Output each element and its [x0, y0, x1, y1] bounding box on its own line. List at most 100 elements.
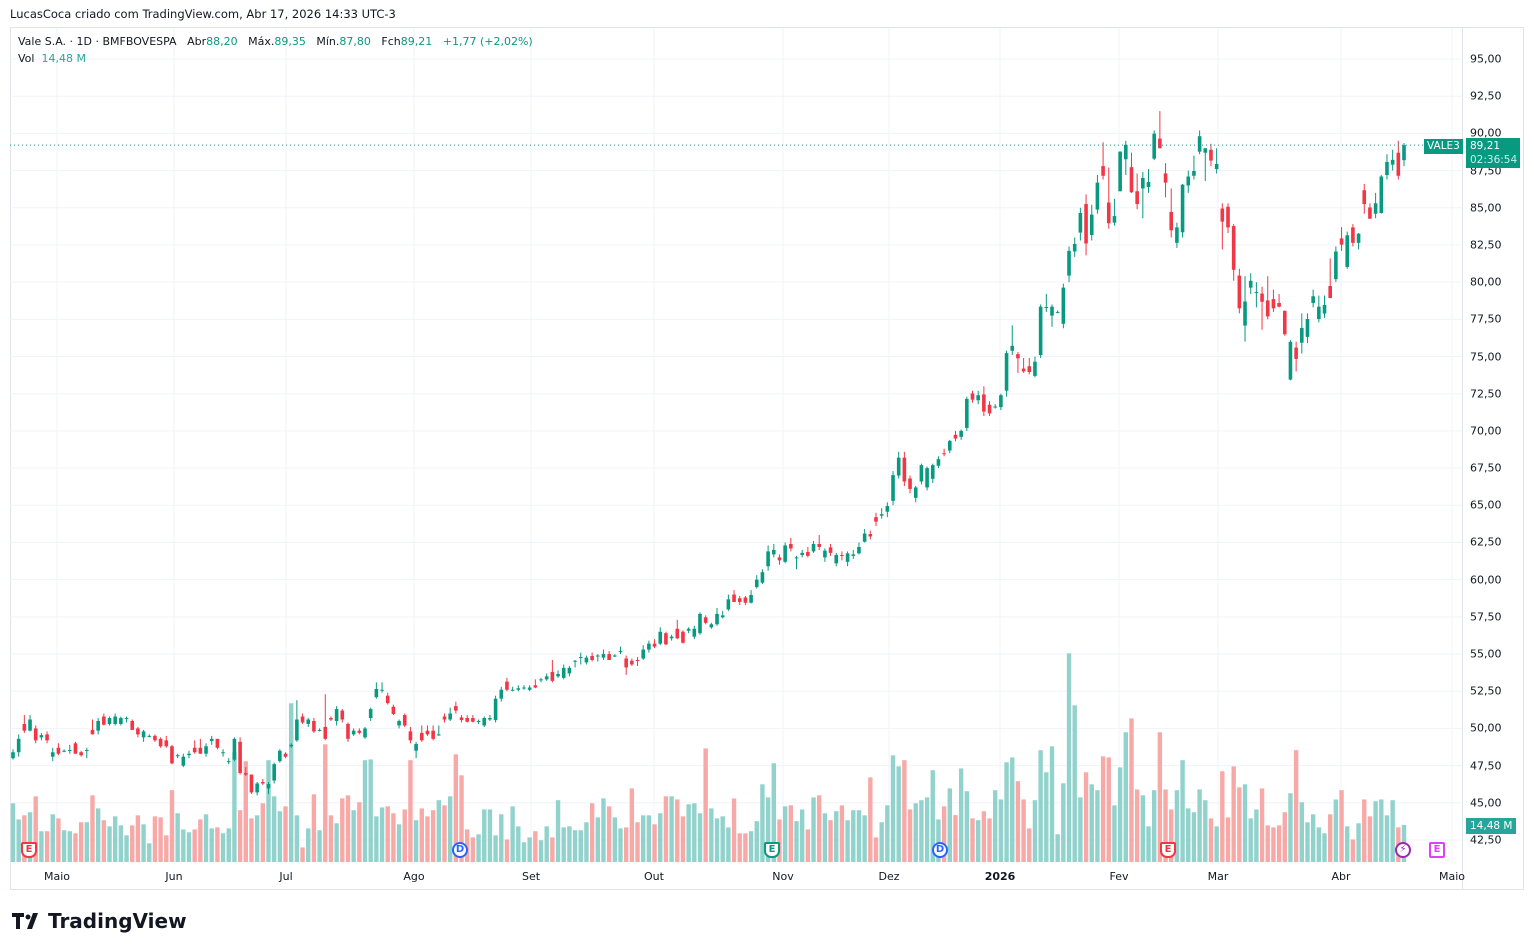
earnings-event-icon[interactable]: E	[1160, 842, 1176, 858]
volume-bar	[436, 800, 442, 862]
volume-bar	[459, 775, 464, 862]
candle-body	[1362, 190, 1367, 205]
candle-body	[419, 732, 424, 741]
candle-body	[102, 716, 106, 725]
volume-bar	[623, 827, 629, 862]
candle	[783, 542, 787, 564]
candle	[652, 639, 657, 649]
candle-body	[556, 673, 560, 677]
volume-bar	[1072, 705, 1077, 862]
candle	[1067, 246, 1071, 283]
candle	[499, 686, 504, 702]
high-label: Máx.	[248, 35, 275, 48]
dividend-event-icon[interactable]: D	[932, 842, 948, 858]
candle	[238, 737, 242, 775]
volume-bar	[953, 815, 958, 862]
candle-body	[760, 572, 765, 583]
volume-bar	[748, 831, 754, 862]
candle	[408, 726, 413, 744]
volume-label[interactable]: Vol	[18, 52, 35, 65]
candle-body	[885, 506, 890, 512]
split-event-icon[interactable]: ⚡	[1395, 842, 1411, 858]
candle	[374, 682, 379, 699]
candle-body	[1118, 151, 1122, 192]
candle-body	[221, 752, 225, 754]
earnings-event-icon[interactable]: E	[764, 842, 780, 858]
candle	[33, 725, 38, 744]
candle	[754, 575, 759, 589]
tradingview-logo[interactable]: TradingView	[12, 909, 187, 933]
candle	[840, 551, 844, 561]
time-tick-label: Jun	[165, 870, 183, 883]
dividend-event-icon[interactable]: D	[452, 842, 468, 858]
candle-body	[726, 599, 731, 610]
price-tick-label: 77,50	[1470, 312, 1502, 326]
candle-body	[96, 720, 100, 731]
volume-bar	[1225, 817, 1231, 862]
candle	[1237, 268, 1242, 314]
volume-bar	[266, 760, 271, 862]
volume-bar	[771, 763, 776, 862]
candle	[692, 625, 697, 640]
volume-bar	[856, 810, 862, 862]
candle	[1300, 313, 1304, 354]
candle	[1084, 194, 1088, 256]
candle	[50, 747, 55, 762]
symbol-title[interactable]: Vale S.A. · 1D · BMFBOVESPA	[18, 35, 177, 48]
candle-body	[1175, 227, 1179, 243]
volume-bar	[1362, 799, 1367, 862]
candle-body	[1243, 301, 1247, 326]
candle	[1231, 224, 1236, 281]
volume-bar	[584, 822, 589, 862]
volume-bar	[658, 813, 663, 862]
candle-body	[533, 685, 538, 688]
candle-body	[243, 773, 248, 775]
chart-frame	[10, 27, 1524, 890]
candle	[891, 471, 895, 506]
volume-bar	[135, 815, 141, 862]
candle	[930, 463, 935, 483]
volume-bar	[885, 805, 890, 862]
candle	[766, 545, 770, 571]
volume-bar	[84, 822, 90, 862]
candle-body	[1385, 161, 1389, 176]
candle-body	[1226, 206, 1230, 228]
candle-body	[1271, 299, 1276, 309]
candle-body	[1390, 159, 1395, 165]
volume-bar	[765, 797, 771, 862]
candle	[681, 630, 685, 644]
volume-bar	[941, 806, 947, 862]
volume-bar	[1316, 827, 1322, 862]
candle	[1033, 356, 1037, 378]
volume-bar	[220, 833, 226, 862]
candle	[789, 538, 793, 552]
volume-bar	[663, 796, 669, 862]
candle-body	[1328, 286, 1332, 299]
logo-text: TradingView	[48, 909, 187, 933]
candle	[22, 715, 27, 733]
volume-bar	[533, 831, 538, 862]
candle	[1038, 304, 1043, 359]
candle	[732, 590, 736, 602]
price-tick-label: 80,00	[1470, 275, 1502, 289]
candle	[1106, 167, 1111, 229]
candle	[709, 622, 714, 629]
candle-body	[703, 617, 708, 623]
candle-body	[374, 689, 379, 698]
volume-bar	[1157, 732, 1163, 862]
volume-bar	[379, 807, 385, 862]
candle-body	[607, 654, 611, 660]
candle	[454, 701, 458, 714]
volume-bar	[561, 827, 566, 862]
candle	[567, 665, 572, 677]
earnings-event-icon[interactable]: E	[21, 842, 37, 858]
candle	[578, 652, 583, 665]
volume-bar	[675, 799, 680, 862]
price-tick-label: 60,00	[1470, 573, 1502, 587]
candle-body	[380, 689, 384, 691]
earnings-event-icon[interactable]: E	[1429, 842, 1445, 858]
candle-body	[1322, 304, 1327, 314]
candle-body	[1192, 171, 1196, 176]
candle	[647, 640, 651, 653]
